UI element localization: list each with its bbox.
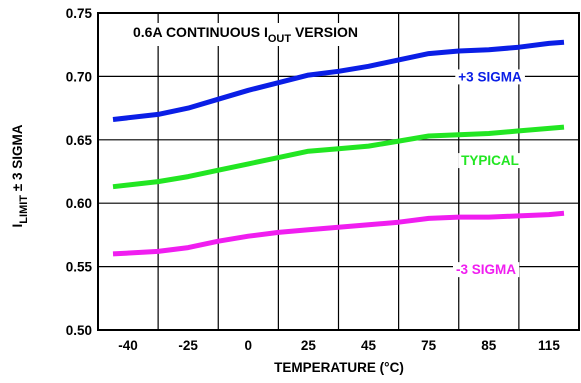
series-line-3-sigma <box>112 210 565 257</box>
y-tick-labels: 0.50 0.55 0.60 0.65 0.70 0.75 <box>66 6 93 338</box>
y-tick-label: 0.55 <box>66 260 93 275</box>
series-label-3-sigma: -3 SIGMA <box>456 262 516 277</box>
chart-title-background <box>129 23 362 46</box>
series-lines <box>112 39 565 257</box>
y-tick-label: 0.70 <box>66 69 92 84</box>
x-tick-label: -40 <box>118 338 138 353</box>
chart-title-suffix: VERSION <box>291 24 358 40</box>
x-tick-label: -25 <box>178 338 198 353</box>
chart-title-main: 0.6A CONTINUOUS I <box>133 24 268 40</box>
y-axis-title: ILIMIT ± 3 SIGMA <box>10 124 30 227</box>
series-label-background <box>458 153 522 169</box>
x-tick-label: 0 <box>245 338 253 353</box>
x-tick-label: 25 <box>301 338 317 353</box>
series-label-3-sigma: +3 SIGMA <box>458 69 522 84</box>
series-label-typical: TYPICAL <box>461 153 519 168</box>
series-label-background <box>452 262 520 278</box>
y-axis-title-suffix: ± 3 SIGMA <box>10 124 25 195</box>
y-tick-label: 0.60 <box>66 196 92 211</box>
x-axis-title: TEMPERATURE (°C) <box>274 360 404 375</box>
x-tick-label: 75 <box>421 338 437 353</box>
y-tick-label: 0.50 <box>66 323 92 338</box>
x-tick-label: 45 <box>361 338 377 353</box>
series-line-3-sigma <box>112 39 565 122</box>
plot-frame <box>97 12 580 331</box>
y-axis-title-subscript: LIMIT <box>18 195 30 224</box>
y-tick-label: 0.65 <box>66 133 93 148</box>
chart-title-subscript: OUT <box>268 33 292 45</box>
chart-title: 0.6A CONTINUOUS IOUT VERSION <box>133 24 358 45</box>
series-line-typical <box>112 124 565 190</box>
y-tick-label: 0.75 <box>66 6 93 21</box>
x-tick-label: 115 <box>538 338 560 353</box>
grid <box>98 13 579 330</box>
x-tick-label: 85 <box>481 338 497 353</box>
x-tick-labels: -40 -25 0 25 45 75 85 115 <box>118 338 560 353</box>
series-labels: +3 SIGMA TYPICAL -3 SIGMA <box>452 69 525 278</box>
series-label-background <box>455 69 525 85</box>
y-axis-title-main: I <box>10 224 25 228</box>
